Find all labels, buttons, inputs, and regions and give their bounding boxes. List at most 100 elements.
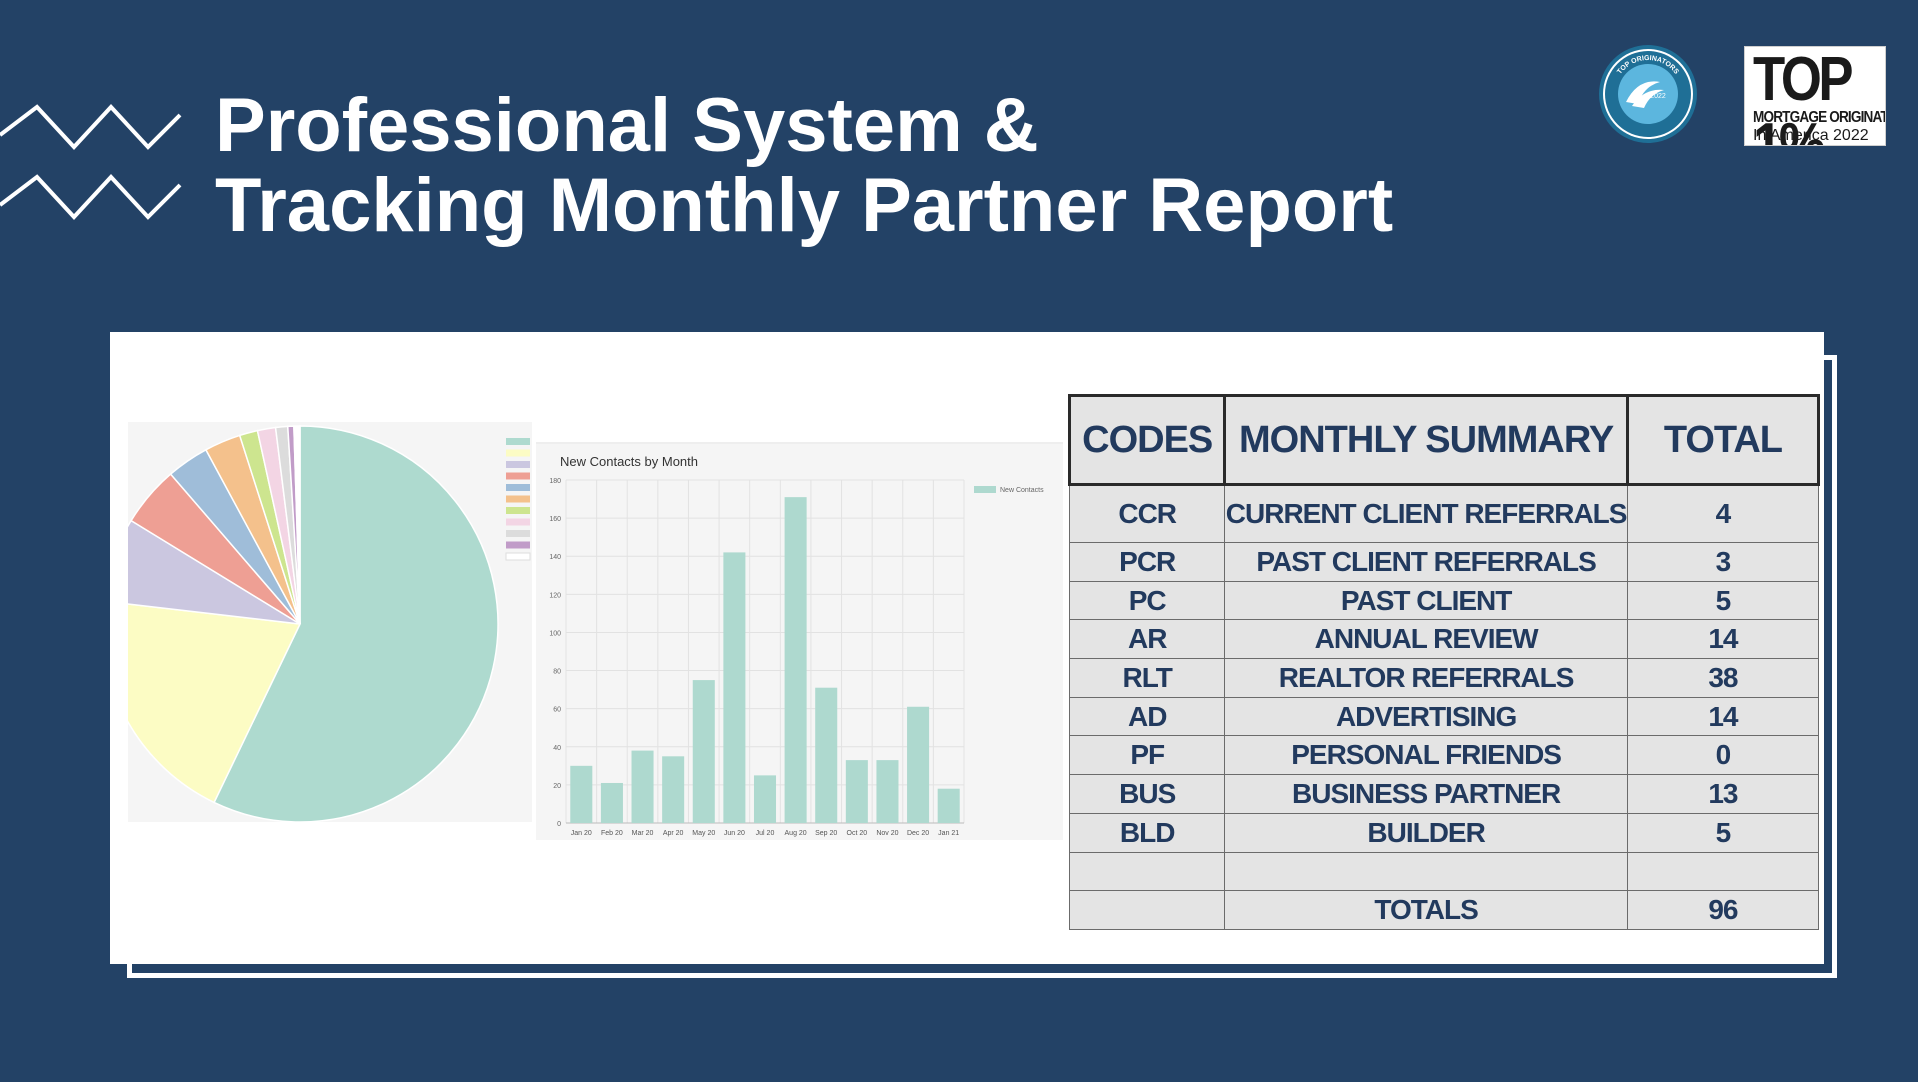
row-summary: BUSINESS PARTNER: [1224, 774, 1628, 814]
y-tick-label: 180: [549, 478, 561, 485]
pie-legend-swatch: [506, 484, 530, 491]
row-total: 0: [1626, 735, 1820, 776]
row-summary: ADVERTISING: [1224, 696, 1628, 737]
bar: [753, 775, 777, 823]
table-row: RLT REALTOR REFERRALS 38: [1068, 658, 1820, 698]
table-row: AD ADVERTISING 14: [1068, 696, 1820, 737]
zigzag-decoration: [0, 104, 182, 220]
row-summary: CURRENT CLIENT REFERRALS: [1224, 484, 1628, 543]
x-tick-label: Jul 20: [756, 830, 775, 837]
pie-legend-swatch: [506, 530, 530, 537]
row-total: 5: [1626, 812, 1820, 853]
x-tick-label: Jan 21: [938, 830, 959, 837]
bar: [784, 497, 807, 823]
bar-chart-panel: New Contacts by Month 0 20 40 60 80 100 120 140 1…: [536, 442, 1063, 840]
x-tick-label: Aug 20: [785, 830, 807, 837]
bar-legend-swatch: [974, 486, 996, 493]
totals-value: 96: [1626, 890, 1820, 930]
x-tick-label: Oct 20: [847, 830, 868, 837]
report-card: New Contacts by Month 0 20 40 60 80 100 120 140 1…: [110, 332, 1824, 964]
pie-slice: [293, 425, 301, 625]
row-total: 4: [1626, 484, 1820, 543]
pie-legend-swatch: [506, 461, 530, 468]
bar: [937, 788, 960, 823]
row-total: 38: [1626, 658, 1820, 698]
bar: [631, 750, 654, 823]
header-monthly-summary: MONTHLY SUMMARY: [1223, 394, 1629, 486]
x-tick-label: Dec 20: [907, 830, 929, 837]
row-code: RLT: [1068, 658, 1226, 698]
bar: [907, 706, 930, 823]
table-row: AR ANNUAL REVIEW 14: [1068, 619, 1820, 660]
pie-legend-swatch: [506, 495, 530, 503]
pie-chart: [128, 425, 531, 822]
row-total: 3: [1626, 542, 1820, 582]
row-total: 13: [1626, 774, 1820, 814]
row-summary: PAST CLIENT REFERRALS: [1224, 542, 1628, 582]
pie-legend-swatch: [506, 518, 530, 526]
row-summary: BUILDER: [1224, 812, 1628, 853]
monthly-summary-table: CODES MONTHLY SUMMARY TOTAL CCR CURRENT …: [1067, 394, 1821, 930]
pie-slice: [128, 603, 302, 804]
pie-legend-swatch: [506, 449, 530, 457]
badge-in-america: In America 2022: [1753, 127, 1869, 144]
y-tick-label: 120: [549, 592, 561, 599]
x-tick-label: Jun 20: [724, 830, 745, 837]
y-tick-label: 160: [549, 516, 561, 523]
row-code: PCR: [1068, 542, 1226, 582]
x-tick-label: Mar 20: [632, 830, 654, 837]
bar: [815, 687, 838, 823]
pie-chart-panel: [128, 422, 532, 822]
x-tick-label: Sep 20: [815, 830, 837, 837]
table-row: PF PERSONAL FRIENDS 0: [1068, 735, 1820, 776]
row-code: PC: [1068, 580, 1226, 621]
bar-chart: New Contacts by Month 0 20 40 60 80 100 120 140 1…: [536, 442, 1063, 837]
x-tick-label: May 20: [692, 830, 715, 837]
title-line-2: Tracking Monthly Partner Report: [215, 163, 1394, 248]
y-tick-label: 40: [553, 745, 561, 752]
pie-legend-swatch: [506, 541, 530, 549]
table-row: PCR PAST CLIENT REFERRALS 3: [1068, 542, 1820, 582]
row-summary: PAST CLIENT: [1224, 580, 1628, 621]
bar: [876, 760, 899, 823]
top-one-percent-badge: TOP 1% MORTGAGE ORIGINATORS In America 2…: [1744, 46, 1886, 146]
bar-chart-title: New Contacts by Month: [560, 454, 698, 469]
badge-year: 2022: [1650, 93, 1666, 100]
row-code: AR: [1068, 619, 1226, 660]
row-total: 14: [1626, 696, 1820, 737]
bar-legend-label: New Contacts: [1000, 487, 1044, 494]
row-total: 5: [1626, 580, 1820, 621]
row-code: BLD: [1068, 812, 1226, 853]
row-code: BUS: [1068, 774, 1226, 814]
badge-top-percent: TOP 1%: [1753, 46, 1853, 146]
top-originators-badge: TOP ORIGINATORS 2022: [1599, 45, 1697, 143]
badge-mortgage-originators: MORTGAGE ORIGINATORS: [1753, 109, 1886, 126]
y-tick-label: 100: [549, 630, 561, 637]
row-summary: REALTOR REFERRALS: [1224, 658, 1628, 698]
y-tick-label: 20: [553, 783, 561, 790]
row-summary: PERSONAL FRIENDS: [1224, 735, 1628, 776]
pie-legend-swatch: [506, 438, 530, 445]
title-line-1: Professional System &: [215, 83, 1039, 168]
row-code: AD: [1068, 696, 1226, 737]
table-row: BLD BUILDER 5: [1068, 812, 1820, 853]
page-title: Professional System & Tracking Monthly P…: [215, 86, 1393, 246]
bar: [692, 680, 715, 823]
table-header-row: CODES MONTHLY SUMMARY TOTAL: [1067, 394, 1821, 486]
pie-legend-swatch: [506, 472, 530, 480]
y-tick-label: 0: [557, 821, 561, 828]
x-tick-label: Jan 20: [571, 830, 592, 837]
table-row: CCR CURRENT CLIENT REFERRALS 4: [1068, 484, 1820, 543]
header-codes: CODES: [1067, 394, 1227, 486]
totals-label: TOTALS: [1224, 890, 1628, 930]
pie-legend-swatch: [505, 552, 531, 561]
y-tick-label: 140: [549, 554, 561, 561]
pie-legend-swatch: [506, 507, 530, 514]
bar: [570, 765, 593, 823]
table-totals-row: TOTALS 96: [1068, 890, 1820, 930]
x-tick-label: Nov 20: [876, 830, 898, 837]
table-row: PC PAST CLIENT 5: [1068, 580, 1820, 621]
table-empty-row: [1068, 851, 1820, 892]
bar: [600, 782, 623, 823]
